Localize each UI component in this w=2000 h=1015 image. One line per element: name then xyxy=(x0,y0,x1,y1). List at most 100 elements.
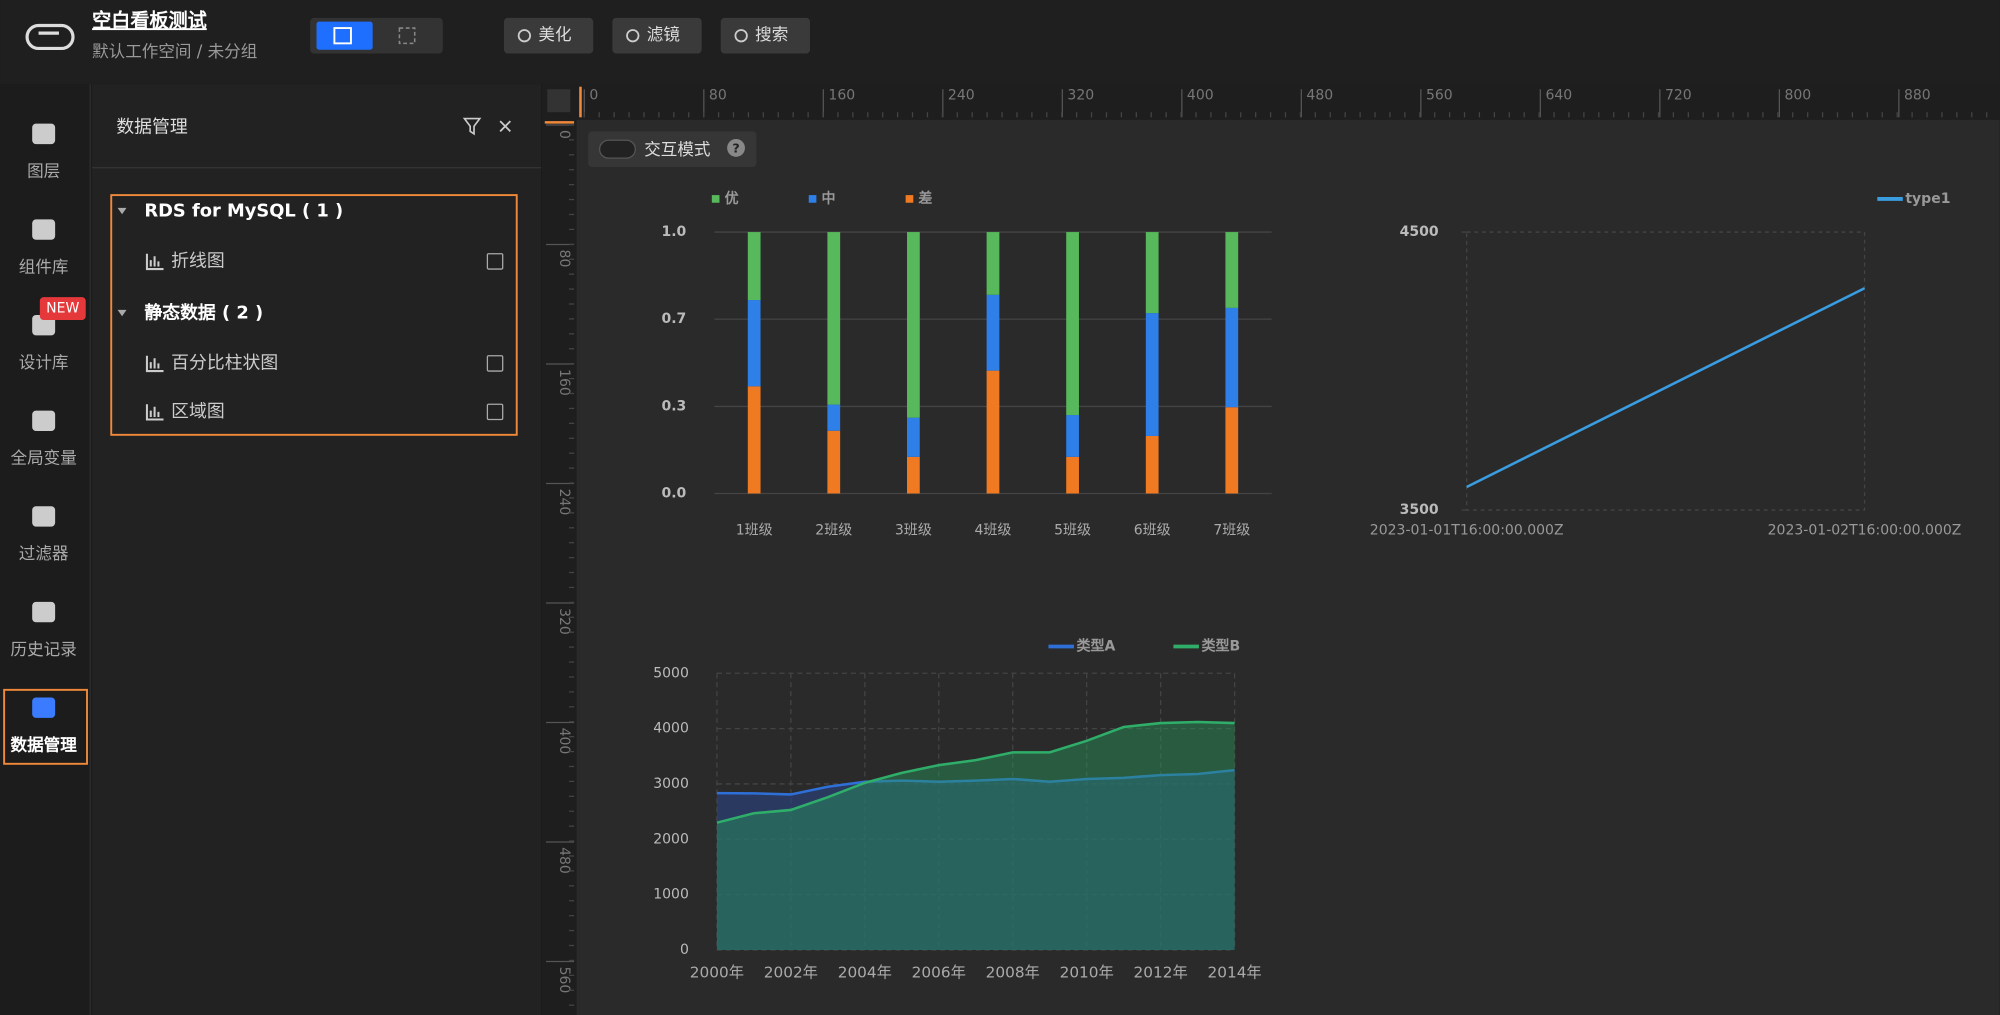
nav-icon[interactable] xyxy=(32,219,56,240)
area-fill xyxy=(716,721,1235,950)
legend-label: 类型B xyxy=(1201,637,1240,654)
button-label: 美化 xyxy=(538,25,571,44)
nav-icon[interactable] xyxy=(32,410,56,431)
nav-label[interactable]: 历史记录 xyxy=(11,640,77,659)
ruler-corner[interactable] xyxy=(547,89,571,113)
dashboard-path: 默认工作空间 / 未分组 xyxy=(92,42,257,61)
logo xyxy=(25,23,75,51)
area-line xyxy=(716,720,1235,824)
y-tick-label: 1000 xyxy=(653,887,689,903)
bar-segment xyxy=(1145,435,1159,494)
close-icon[interactable] xyxy=(499,120,511,132)
bar-segment xyxy=(1225,307,1239,408)
active-nav xyxy=(3,688,88,765)
nav-icon[interactable] xyxy=(32,506,56,527)
ruler-label: 320 xyxy=(556,608,572,635)
dashboard-title[interactable]: 空白看板测试 xyxy=(92,9,207,32)
y-tick-label: 3500 xyxy=(1400,502,1439,518)
x-tick-label: 7班级 xyxy=(1213,522,1250,538)
nav-icon[interactable] xyxy=(32,697,56,718)
ruler-label: 80 xyxy=(556,250,572,268)
area-line xyxy=(716,768,1235,796)
edit-mode[interactable] xyxy=(316,21,373,50)
bar-segment xyxy=(907,417,920,457)
y-tick-label: 0.3 xyxy=(661,398,686,414)
nav-label[interactable]: 全局变量 xyxy=(11,449,77,468)
nav-label[interactable]: 组件库 xyxy=(19,257,69,276)
ruler-label: 80 xyxy=(709,88,727,104)
ruler-label: 640 xyxy=(1545,88,1572,104)
ruler-label: 240 xyxy=(948,88,975,104)
chart-icon xyxy=(145,404,164,421)
bar-segment xyxy=(1145,232,1159,314)
ruler-label: 560 xyxy=(1426,88,1453,104)
filter-icon[interactable] xyxy=(462,117,482,136)
button-label: 搜索 xyxy=(755,25,788,44)
toggle-label: 交互模式 xyxy=(644,140,710,159)
panel-title: 数据管理 xyxy=(116,117,188,138)
y-tick-label: 2000 xyxy=(653,831,689,847)
nav-label[interactable]: 数据管理 xyxy=(11,734,78,754)
x-tick-label: 3班级 xyxy=(895,522,932,538)
dataset-label[interactable]: 百分比柱状图 xyxy=(171,352,278,373)
line-series xyxy=(1466,287,1866,489)
toolbar-button[interactable] xyxy=(503,17,594,54)
bar-segment xyxy=(747,300,761,387)
nav-icon[interactable] xyxy=(32,123,56,145)
dataset-label[interactable]: 折线图 xyxy=(171,250,225,271)
x-tick-label: 2008年 xyxy=(986,963,1040,981)
expand-arrow[interactable] xyxy=(117,309,127,317)
bar-segment xyxy=(1225,232,1239,308)
bar-segment xyxy=(1225,407,1239,494)
button-icon xyxy=(517,29,532,43)
group-label[interactable]: 静态数据 ( 2 ) xyxy=(144,302,263,324)
chart-icon xyxy=(145,355,164,373)
toolbar-button[interactable] xyxy=(612,17,702,54)
x-tick-label: 4班级 xyxy=(975,522,1012,538)
legend-label: 优 xyxy=(725,190,739,207)
ruler-label: 160 xyxy=(828,88,855,104)
ruler-label: 560 xyxy=(556,967,572,994)
chart-icon xyxy=(145,253,164,271)
help-icon[interactable] xyxy=(727,138,745,157)
y-tick-label: 5000 xyxy=(653,665,689,681)
y-tick-label: 4500 xyxy=(1400,224,1439,240)
x-tick-label: 2023-01-01T16:00:00.000Z xyxy=(1370,522,1564,538)
checkbox[interactable] xyxy=(486,355,504,372)
help-glyph: ? xyxy=(732,142,739,157)
bar-segment xyxy=(1066,415,1079,457)
x-tick-label: 1班级 xyxy=(736,522,773,538)
legend-swatch xyxy=(711,195,720,203)
ruler-label: 240 xyxy=(556,489,572,516)
group-label[interactable]: RDS for MySQL ( 1 ) xyxy=(144,201,343,222)
preview-mode[interactable] xyxy=(398,27,416,45)
bar-segment xyxy=(827,430,841,494)
x-tick-label: 2006年 xyxy=(912,963,966,981)
y-tick-label: 3000 xyxy=(653,776,689,792)
ruler-label: 720 xyxy=(1665,88,1692,104)
switch[interactable] xyxy=(598,139,636,159)
nav-label[interactable]: 过滤器 xyxy=(19,544,69,563)
dataset-label[interactable]: 区域图 xyxy=(171,401,225,422)
checkbox[interactable] xyxy=(486,403,504,421)
expand-arrow[interactable] xyxy=(117,207,127,215)
edit-icon xyxy=(333,27,352,45)
x-tick-label: 2004年 xyxy=(838,963,892,981)
toolbar-button[interactable] xyxy=(720,17,811,54)
nav-label[interactable]: 图层 xyxy=(27,162,60,181)
x-tick-label: 6班级 xyxy=(1134,522,1171,538)
bar-segment xyxy=(1145,313,1159,436)
bar-segment xyxy=(986,232,1000,295)
checkbox[interactable] xyxy=(486,253,504,270)
bar-segment xyxy=(827,404,841,431)
nav-label[interactable]: 设计库 xyxy=(19,353,69,372)
bar-segment xyxy=(747,232,761,301)
interaction-toggle[interactable] xyxy=(588,131,757,168)
nav-icon[interactable] xyxy=(32,601,56,623)
button-icon xyxy=(626,29,640,43)
legend-swatch xyxy=(905,195,914,203)
badge-text: NEW xyxy=(46,301,79,317)
x-tick-label: 2010年 xyxy=(1060,963,1114,981)
ruler-label: 480 xyxy=(556,847,572,874)
ruler-label: 880 xyxy=(1904,88,1931,104)
